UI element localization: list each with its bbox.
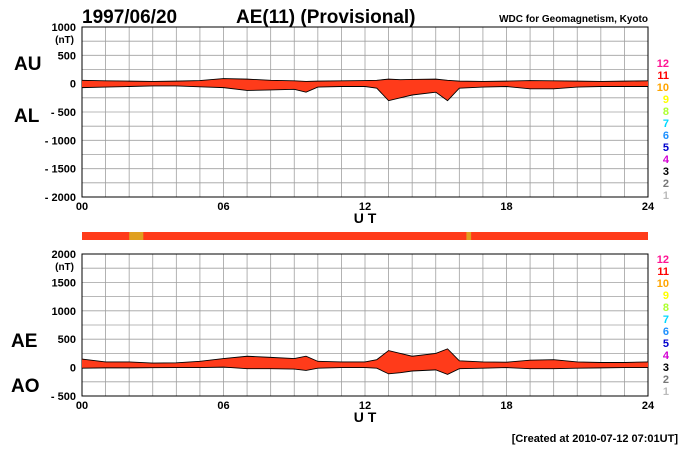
- y-tick-label: - 500: [51, 391, 76, 403]
- x-tick-label: 06: [217, 400, 229, 412]
- x-tick-label: 12: [359, 201, 371, 213]
- station-count-label: 8: [663, 106, 669, 118]
- station-count-label: 5: [663, 338, 669, 350]
- plot-frame: [81, 26, 649, 198]
- station-count-label: 2: [663, 178, 669, 190]
- station-count-label: 3: [663, 166, 669, 178]
- plot-title: AE(11) (Provisional): [236, 7, 416, 28]
- plot-date: 1997/06/20: [82, 7, 177, 28]
- index-envelope-area: [82, 78, 648, 101]
- y-tick-label: - 1000: [45, 135, 76, 147]
- station-status-bar: [82, 232, 648, 240]
- station-count-label: 10: [657, 278, 669, 290]
- ae-ao-panel: 2000 1500 1000 500 0 - 500 (nT) 00 06 12 18 24 U T AE…: [11, 249, 655, 425]
- station-count-label: 4: [663, 154, 670, 166]
- station-count-label: 12: [657, 254, 669, 266]
- station-count-label: 1: [663, 386, 669, 398]
- y-tick-label: 500: [58, 50, 76, 62]
- upper-index-line: [81, 78, 649, 82]
- station-count-label: 6: [663, 130, 669, 142]
- station-count-label: 6: [663, 326, 669, 338]
- status-bar-segment: [129, 232, 144, 240]
- plot-frame: [81, 253, 649, 397]
- status-bar-base: [82, 232, 648, 240]
- y-tick-label: 0: [70, 363, 76, 375]
- y-tick-label: 2000: [52, 249, 76, 261]
- upper-index-line: [81, 348, 649, 364]
- x-tick-label: 00: [76, 201, 88, 213]
- status-bar-segment: [466, 232, 472, 240]
- series-label-upper: AU: [14, 54, 41, 75]
- lower-index-line: [81, 366, 648, 375]
- x-axis-label: U T: [354, 409, 377, 425]
- station-count-label: 7: [663, 314, 669, 326]
- station-count-label: 9: [663, 94, 669, 106]
- station-count-label: 3: [663, 362, 669, 374]
- x-tick-label: 06: [217, 201, 229, 213]
- x-tick-label: 18: [500, 201, 512, 213]
- x-tick-label: 12: [359, 400, 371, 412]
- lower-index-line: [81, 85, 648, 102]
- au-al-panel: 1000 500 0 - 500 - 1000 - 1500 - 2000 (nT) 00 06 1…: [14, 22, 655, 226]
- station-count-label: 12: [657, 58, 669, 70]
- y-tick-label: 0: [70, 79, 76, 91]
- creation-note: [Created at 2010-07-12 07:01UT]: [512, 433, 679, 445]
- x-tick-label: 24: [642, 400, 655, 412]
- series-label-lower: AL: [14, 106, 40, 127]
- y-tick-label: 1000: [52, 306, 76, 318]
- x-tick-label: 24: [642, 201, 655, 213]
- series-label-upper: AE: [11, 331, 37, 352]
- series-label-lower: AO: [11, 376, 40, 397]
- station-count-label: 4: [663, 350, 670, 362]
- station-count-label: 5: [663, 142, 669, 154]
- y-tick-label: - 500: [51, 107, 76, 119]
- y-tick-label: - 2000: [45, 192, 76, 204]
- station-count-label: 2: [663, 374, 669, 386]
- station-count-label: 8: [663, 302, 669, 314]
- y-tick-label: 1500: [52, 277, 76, 289]
- station-count-label: 1: [663, 190, 669, 202]
- data-source: WDC for Geomagnetism, Kyoto: [499, 14, 648, 25]
- y-axis-units: (nT): [55, 262, 74, 273]
- station-count-label: 11: [657, 266, 669, 278]
- y-tick-label: 500: [58, 334, 76, 346]
- y-tick-label: 1000: [52, 22, 76, 34]
- y-tick-label: - 1500: [45, 164, 76, 176]
- station-count-label: 11: [657, 70, 669, 82]
- y-axis-units: (nT): [55, 35, 74, 46]
- x-axis-label: U T: [354, 210, 377, 226]
- station-count-label: 7: [663, 118, 669, 130]
- x-tick-label: 00: [76, 400, 88, 412]
- station-count-label: 10: [657, 82, 669, 94]
- index-envelope-area: [82, 348, 648, 375]
- station-count-label: 9: [663, 290, 669, 302]
- x-tick-label: 18: [500, 400, 512, 412]
